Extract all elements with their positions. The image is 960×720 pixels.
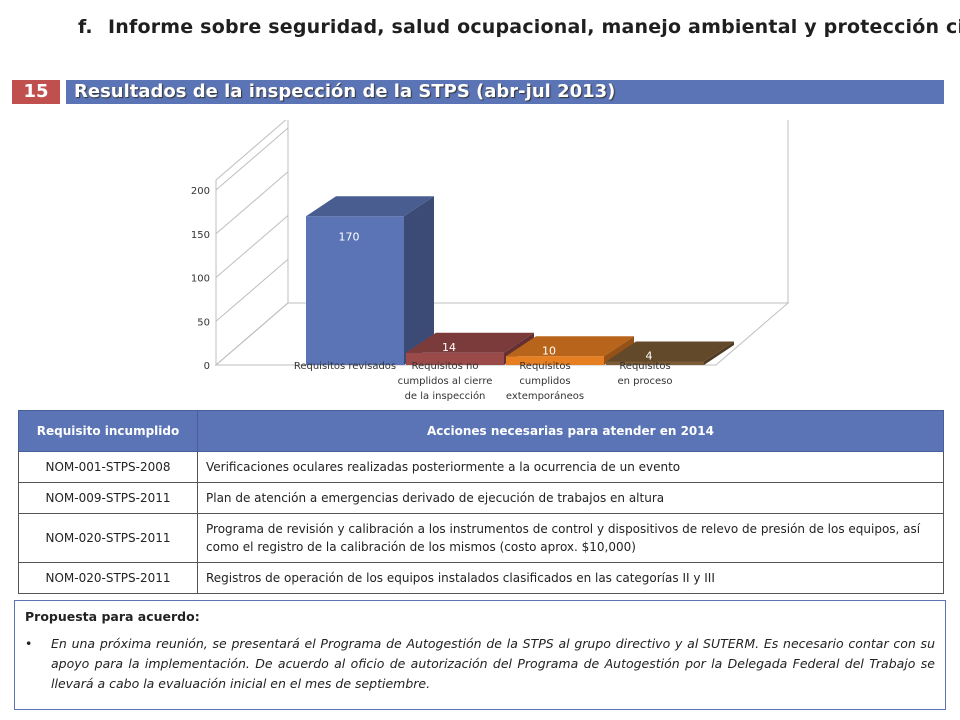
y-tick-label: 100 [191, 274, 210, 285]
section-heading-text: Informe sobre seguridad, salud ocupacion… [108, 16, 960, 38]
section-heading: f. Informe sobre seguridad, salud ocupaci… [78, 16, 960, 38]
x-tick-label: Requisitos [519, 361, 570, 372]
table-header-actions: Acciones necesarias para atender en 2014 [197, 410, 944, 452]
bar-side [704, 341, 734, 365]
bullet-icon: • [25, 636, 33, 651]
y-tick-label: 150 [191, 230, 210, 241]
bar-top [506, 336, 634, 357]
table-row: NOM-001-STPS-2008 Verificaciones oculare… [18, 451, 944, 483]
x-tick-label: en proceso [617, 376, 672, 387]
x-tick-label: extemporáneos [506, 390, 584, 402]
x-tick-label: Requisitos revisados [294, 361, 396, 372]
bar-top [306, 196, 434, 217]
data-label: 4 [646, 350, 653, 363]
action-cell: Programa de revisión y calibración a los… [197, 513, 944, 563]
gridline [215, 258, 289, 322]
data-label: 170 [339, 230, 360, 243]
slide-number: 15 [12, 80, 60, 104]
bar [506, 356, 604, 365]
gridline [215, 302, 289, 366]
gridline [215, 127, 289, 191]
action-cell: Registros de operación de los equipos in… [197, 562, 944, 594]
table-header-row: Requisito incumplido Acciones necesarias… [18, 410, 944, 452]
table-header-requirement: Requisito incumplido [18, 410, 198, 452]
section-marker: f. [78, 16, 93, 38]
bar [606, 361, 704, 365]
bar-top [606, 341, 734, 362]
y-tick-label: 200 [191, 186, 210, 197]
requirement-cell: NOM-020-STPS-2011 [18, 513, 198, 563]
requirement-cell: NOM-020-STPS-2011 [18, 562, 198, 594]
bar-side [604, 336, 634, 365]
gridline [215, 215, 289, 278]
table-row: NOM-020-STPS-2011 Programa de revisión y… [18, 513, 944, 563]
action-cell: Verificaciones oculares realizadas poste… [197, 451, 944, 483]
requirement-cell: NOM-001-STPS-2008 [18, 451, 198, 483]
requirements-table: Requisito incumplido Acciones necesarias… [18, 410, 944, 594]
gridline [215, 171, 289, 235]
slide-title: Resultados de la inspección de la STPS (… [66, 80, 944, 104]
x-tick-label: cumplidos [519, 376, 570, 387]
x-tick-label: cumplidos al cierre [398, 376, 493, 387]
table-row: NOM-020-STPS-2011 Registros de operación… [18, 562, 944, 594]
proposal-title: Propuesta para acuerdo: [25, 609, 200, 624]
action-cell: Plan de atención a emergencias derivado … [197, 482, 944, 514]
x-tick-label: Requisitos no [412, 361, 479, 372]
bar-top [406, 332, 534, 353]
x-tick-label: de la inspección [405, 390, 486, 402]
y-tick-label: 50 [197, 317, 210, 328]
data-label: 14 [442, 341, 456, 354]
bar [306, 216, 404, 365]
x-tick-label: Requisitos [619, 361, 670, 372]
requirement-cell: NOM-009-STPS-2011 [18, 482, 198, 514]
proposal-item: • En una próxima reunión, se presentará … [25, 634, 935, 694]
proposal-text: En una próxima reunión, se presentará el… [51, 636, 935, 691]
table-row: NOM-009-STPS-2011 Plan de atención a eme… [18, 482, 944, 514]
bar-chart: 0 50 100 150 200 170 Requisitos revisados 14 Req… [191, 120, 790, 402]
bar [406, 352, 504, 365]
data-label: 10 [542, 344, 556, 357]
bar-side [404, 196, 434, 365]
y-tick-label: 0 [204, 361, 210, 372]
proposal-box: Propuesta para acuerdo: • En una próxima… [14, 600, 946, 710]
